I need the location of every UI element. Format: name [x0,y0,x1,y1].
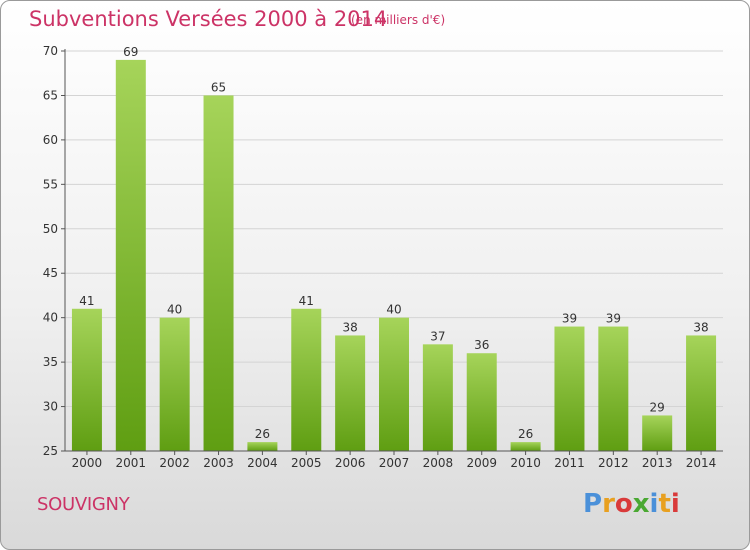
x-tick-label-2002: 2002 [159,456,190,470]
bar-2004 [247,442,278,451]
logo-letter: x [632,489,650,519]
x-tick-label-2007: 2007 [379,456,410,470]
y-tick-label: 50 [43,222,58,236]
bar-2001 [115,59,146,452]
data-label-2006: 38 [342,320,357,334]
y-tick-label: 25 [43,444,58,458]
data-label-2002: 40 [167,303,182,317]
bar-2008 [422,344,453,451]
data-label-2008: 37 [430,329,445,343]
proxiti-logo[interactable]: Proxiti [583,489,680,519]
logo-letter: i [670,489,680,519]
x-tick-label-2005: 2005 [291,456,322,470]
bar-2013 [642,415,673,451]
x-tick-label-2009: 2009 [466,456,497,470]
x-tick-label-2006: 2006 [335,456,366,470]
commune-name: SOUVIGNY [37,494,130,515]
y-tick-label: 55 [43,177,58,191]
data-label-2001: 69 [123,45,138,59]
x-tick-label-2008: 2008 [423,456,454,470]
x-tick-label-2012: 2012 [598,456,629,470]
logo-letter: o [614,489,633,519]
logo-letter: r [602,489,615,519]
data-label-2013: 29 [650,400,665,414]
data-label-2004: 26 [255,427,270,441]
y-tick-label: 45 [43,266,58,280]
bar-2002 [159,317,190,451]
y-tick-label: 40 [43,311,58,325]
logo-letter: P [583,489,603,519]
y-tick-label: 70 [43,44,58,58]
y-tick-label: 65 [43,88,58,102]
bar-2000 [71,308,102,451]
bar-2005 [291,308,322,451]
data-label-2014: 38 [693,320,708,334]
data-label-2003: 65 [211,80,226,94]
data-label-2007: 40 [386,303,401,317]
x-tick-label-2014: 2014 [686,456,717,470]
data-label-2010: 26 [518,427,533,441]
y-tick-label: 60 [43,133,58,147]
bar-2010 [510,442,541,451]
chart-title: Subventions Versées 2000 à 2014 [29,7,388,31]
data-label-2011: 39 [562,312,577,326]
data-label-2000: 41 [79,294,94,308]
bar-2003 [203,95,234,451]
x-tick-label-2011: 2011 [554,456,585,470]
bar-2014 [686,335,717,451]
data-label-2012: 39 [606,312,621,326]
chart-unit: (en milliers d'€) [351,13,446,27]
x-tick-label-2003: 2003 [203,456,234,470]
logo-letter: t [658,489,671,519]
logo-letter: i [649,489,659,519]
x-tick-label-2010: 2010 [510,456,541,470]
bar-2012 [598,326,629,451]
x-tick-label-2013: 2013 [642,456,673,470]
x-tick-label-2004: 2004 [247,456,278,470]
x-tick-label-2000: 2000 [72,456,103,470]
data-label-2009: 36 [474,338,489,352]
bar-2009 [466,353,497,451]
bar-2006 [335,335,366,451]
y-tick-label: 35 [43,355,58,369]
bar-2007 [379,317,409,451]
bar-2011 [554,326,585,451]
y-tick-label: 30 [43,400,58,414]
data-label-2005: 41 [299,294,314,308]
x-tick-label-2001: 2001 [116,456,147,470]
